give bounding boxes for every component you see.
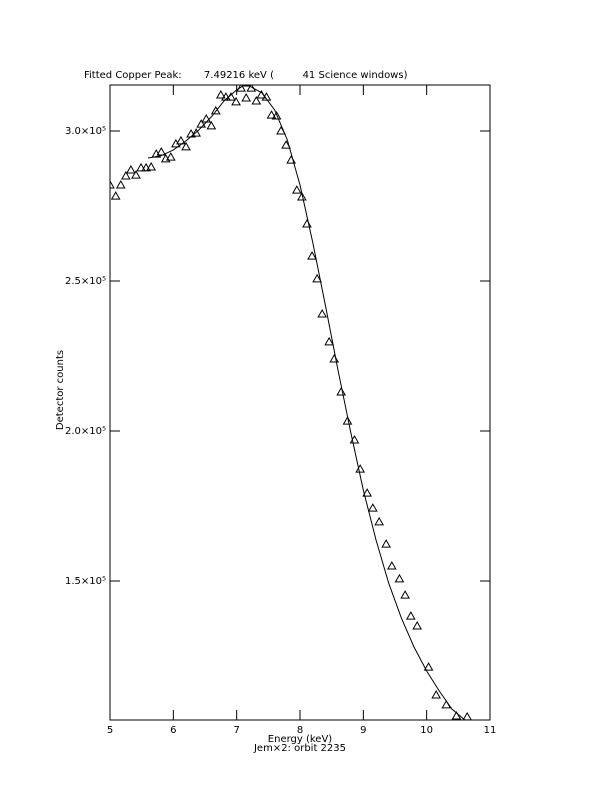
triangle-marker xyxy=(271,110,282,120)
triangle-marker xyxy=(386,560,397,570)
triangle-marker xyxy=(297,191,307,201)
triangle-marker xyxy=(374,516,385,526)
triangle-marker xyxy=(231,96,241,106)
triangle-marker xyxy=(221,92,231,101)
triangle-marker xyxy=(251,95,262,105)
y-tick-label: 2.0×10⁵ xyxy=(65,426,106,437)
triangle-marker xyxy=(266,110,277,119)
triangle-marker xyxy=(156,146,167,156)
triangle-marker xyxy=(381,539,391,548)
y-tick-label: 3.0×10⁵ xyxy=(65,126,106,137)
x-tick-label: 8 xyxy=(297,725,303,736)
triangle-marker xyxy=(462,711,472,720)
y-tick-label: 2.5×10⁵ xyxy=(65,276,106,287)
triangle-marker xyxy=(400,590,410,599)
triangle-marker xyxy=(146,161,157,171)
triangle-marker xyxy=(362,488,372,497)
triangle-marker xyxy=(181,141,191,151)
triangle-marker xyxy=(312,273,322,283)
triangle-marker xyxy=(291,185,302,194)
triangle-marker xyxy=(115,179,126,189)
x-tick-label: 6 xyxy=(170,725,176,736)
chart-title: Fitted Copper Peak: 7.49216 keV ( 41 Sci… xyxy=(84,70,408,81)
triangle-marker xyxy=(281,140,291,149)
triangle-marker xyxy=(324,336,334,346)
triangle-marker xyxy=(423,662,434,671)
subtitle: Jem×2: orbit 2235 xyxy=(253,743,346,754)
x-axis-label: Energy (keV) xyxy=(268,734,333,745)
triangle-marker xyxy=(412,620,423,630)
triangle-marker xyxy=(165,152,176,161)
triangle-marker xyxy=(317,308,328,318)
triangle-marker xyxy=(367,503,378,512)
triangle-marker xyxy=(342,416,353,425)
triangle-marker xyxy=(110,191,121,200)
triangle-marker xyxy=(336,386,347,396)
x-tick-label: 11 xyxy=(484,725,497,736)
triangle-marker xyxy=(110,179,115,189)
triangle-marker xyxy=(241,92,252,102)
triangle-marker xyxy=(210,105,221,115)
fit-line xyxy=(147,85,465,720)
triangle-marker xyxy=(126,164,136,174)
plot-area xyxy=(110,85,472,720)
triangle-marker xyxy=(431,690,442,699)
triangle-marker xyxy=(120,170,131,180)
triangle-marker xyxy=(206,120,217,130)
x-tick-label: 9 xyxy=(360,725,366,736)
triangle-marker xyxy=(131,170,141,179)
x-tick-label: 7 xyxy=(233,725,239,736)
triangle-marker xyxy=(307,251,317,260)
y-axis-label: Detector counts xyxy=(55,350,66,430)
y-tick-label: 1.5×10⁵ xyxy=(65,576,106,587)
triangle-marker xyxy=(191,128,201,137)
triangle-marker xyxy=(236,85,246,92)
triangle-marker xyxy=(394,573,405,583)
x-tick-label: 5 xyxy=(107,725,113,736)
triangle-marker xyxy=(136,162,146,172)
triangle-marker xyxy=(451,711,462,720)
x-tick-label: 10 xyxy=(420,725,433,736)
triangle-marker xyxy=(405,611,416,620)
triangle-marker xyxy=(215,89,226,99)
